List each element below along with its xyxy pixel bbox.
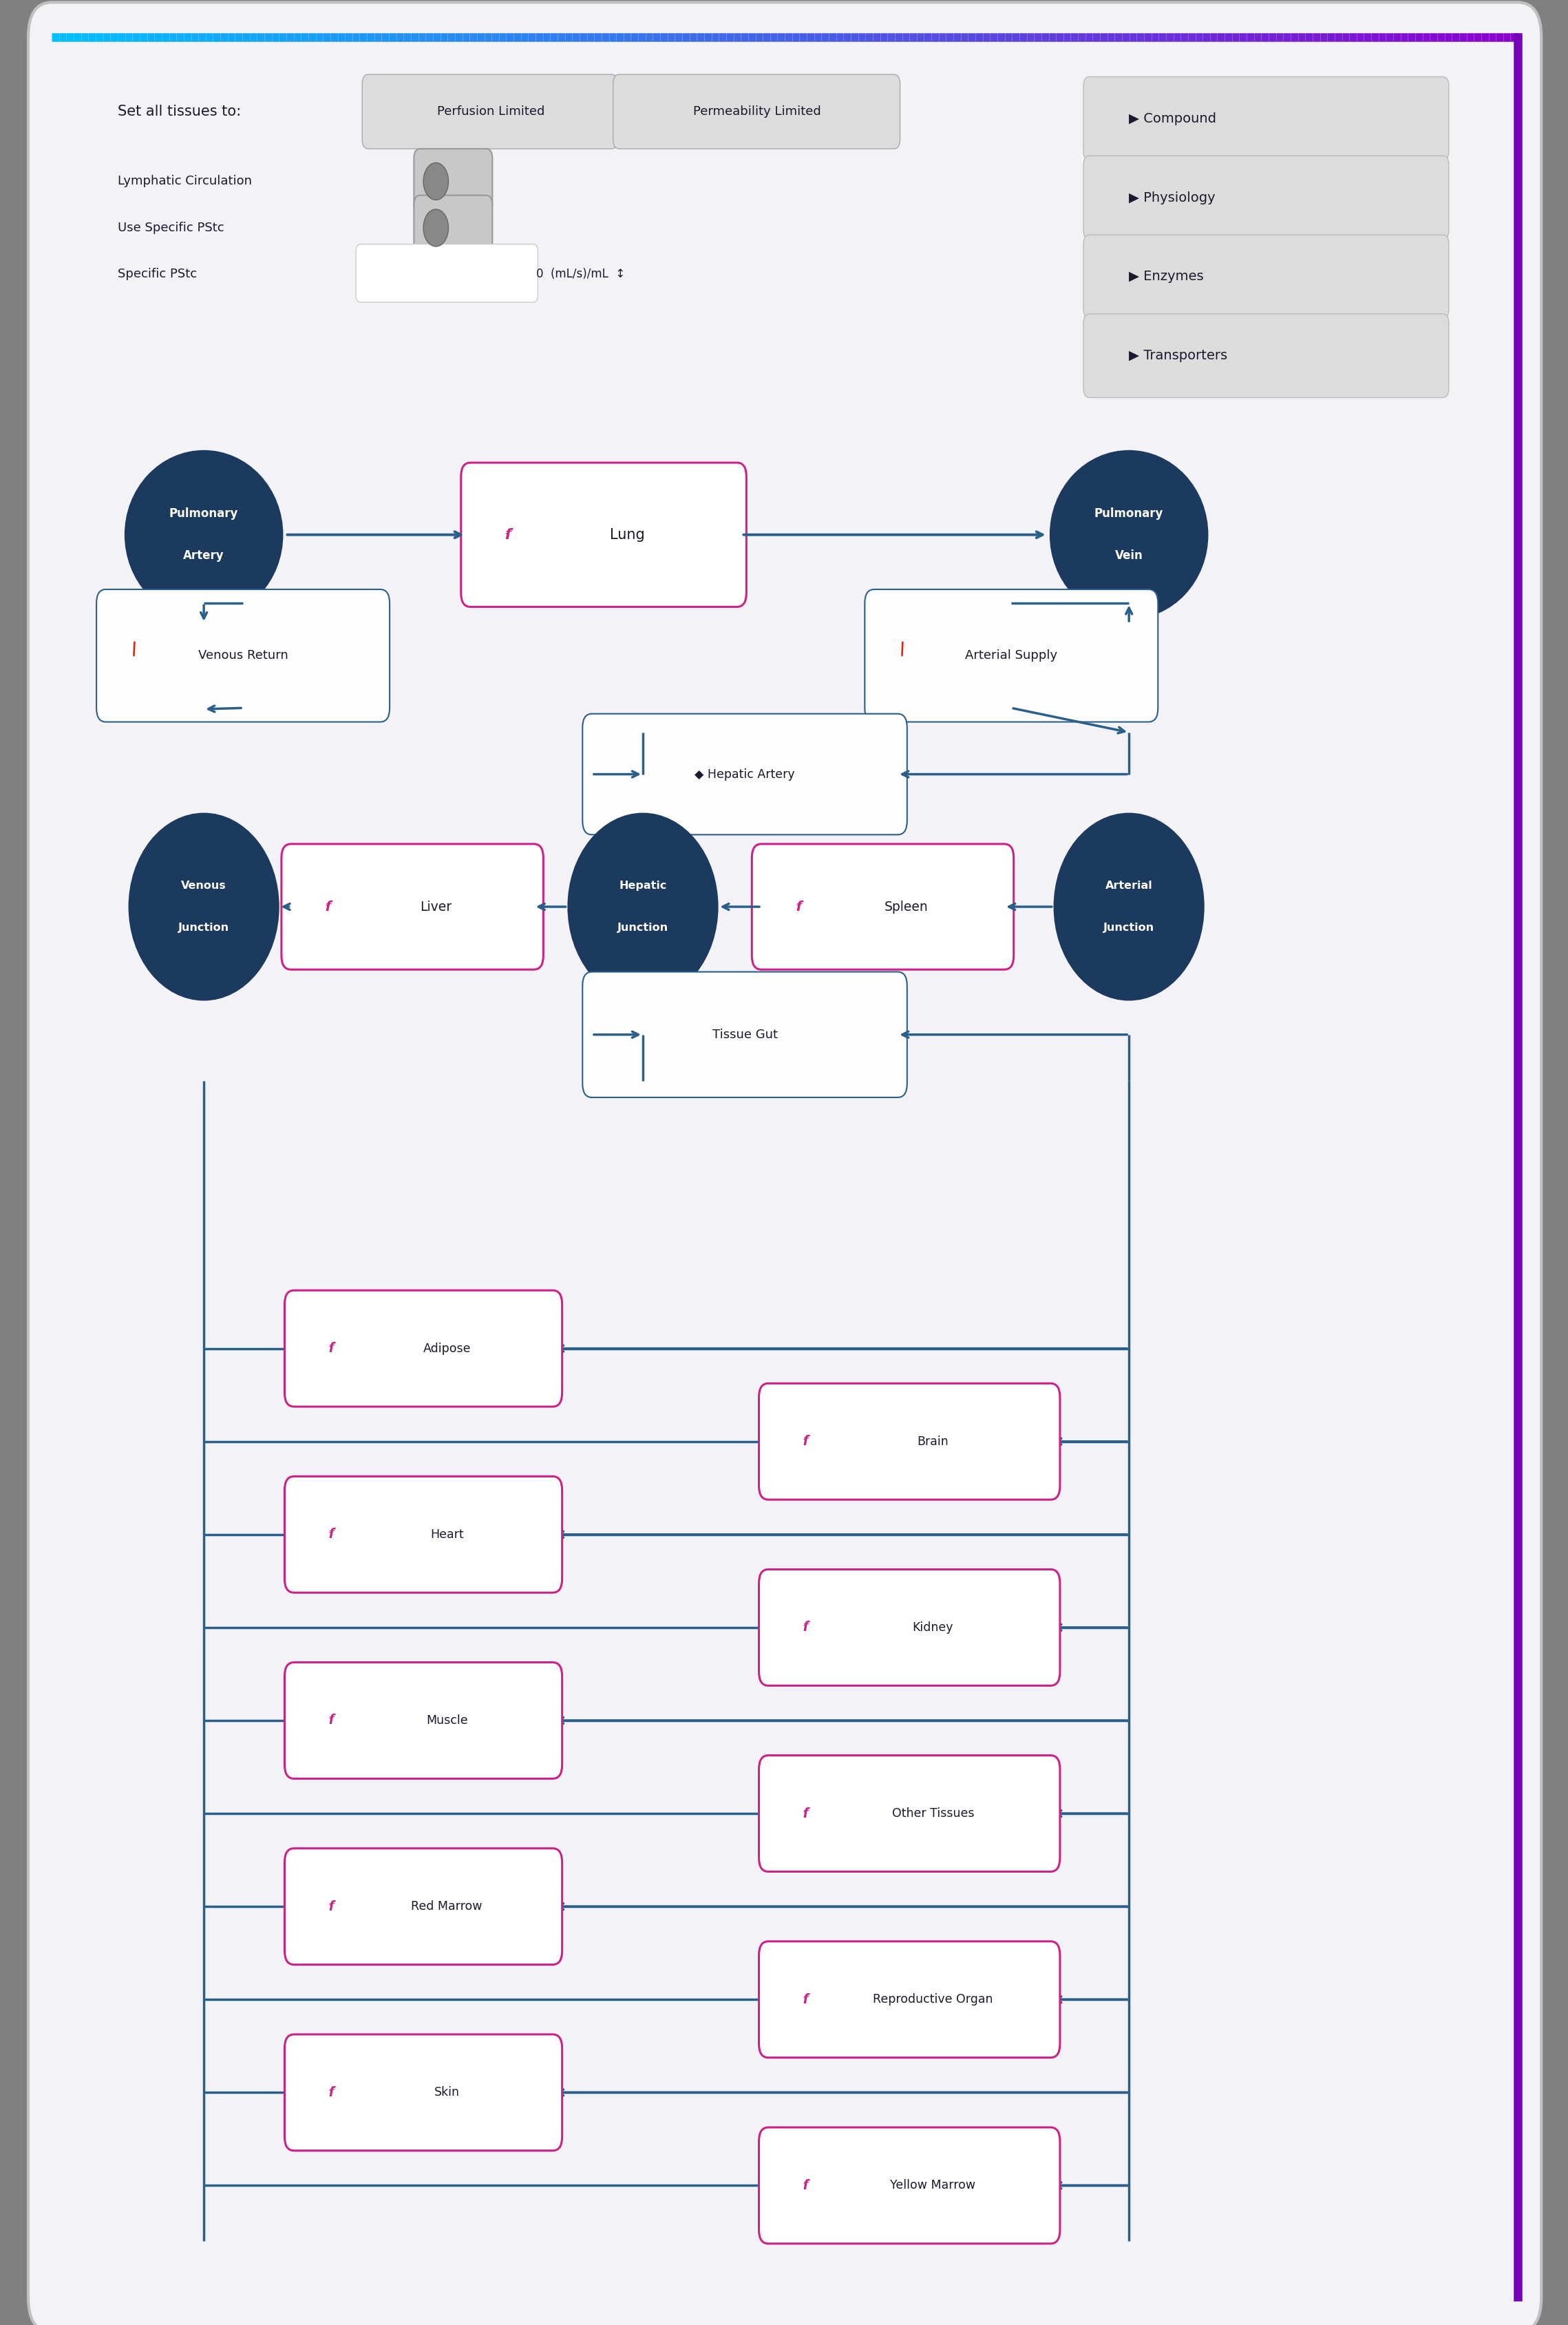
Text: ẝ: ẝ <box>326 900 331 914</box>
Text: Use Specific PStc: Use Specific PStc <box>118 221 224 235</box>
Text: Arterial Supply: Arterial Supply <box>966 649 1057 663</box>
Ellipse shape <box>1054 814 1203 1000</box>
Text: ▶ Compound: ▶ Compound <box>1129 112 1217 126</box>
Text: ẝ: ẝ <box>803 2179 809 2192</box>
Text: ẝ: ẝ <box>329 2086 334 2099</box>
Text: Lung: Lung <box>610 528 644 542</box>
Text: Venous Return: Venous Return <box>198 649 289 663</box>
Ellipse shape <box>1051 451 1207 618</box>
FancyBboxPatch shape <box>751 844 1013 970</box>
FancyBboxPatch shape <box>284 1662 561 1779</box>
Text: Muscle: Muscle <box>426 1714 467 1727</box>
Text: Artery: Artery <box>183 549 224 563</box>
Ellipse shape <box>423 209 448 246</box>
Text: ẝ: ẝ <box>329 1714 334 1727</box>
Text: Brain: Brain <box>917 1435 949 1448</box>
Ellipse shape <box>423 163 448 200</box>
FancyBboxPatch shape <box>284 1476 561 1593</box>
Text: Specific PStc: Specific PStc <box>118 267 198 281</box>
FancyBboxPatch shape <box>28 2 1541 2325</box>
Text: Set all tissues to:: Set all tissues to: <box>118 105 241 119</box>
Text: ▶ Physiology: ▶ Physiology <box>1129 191 1215 205</box>
Ellipse shape <box>568 814 717 1000</box>
Text: 0  (mL/s)/mL  ↕: 0 (mL/s)/mL ↕ <box>536 267 626 281</box>
Text: Reproductive Organ: Reproductive Organ <box>873 1993 993 2006</box>
Text: Junction: Junction <box>1104 923 1154 932</box>
FancyBboxPatch shape <box>864 591 1157 721</box>
Text: Vein: Vein <box>1115 549 1143 563</box>
Ellipse shape <box>125 451 282 618</box>
Text: Skin: Skin <box>434 2086 459 2099</box>
Text: Hepatic: Hepatic <box>619 881 666 890</box>
FancyBboxPatch shape <box>284 1848 561 1965</box>
Text: Venous: Venous <box>182 881 226 890</box>
FancyBboxPatch shape <box>759 1569 1060 1686</box>
Text: ▶ Transporters: ▶ Transporters <box>1129 349 1228 363</box>
Text: Junction: Junction <box>618 923 668 932</box>
Text: Junction: Junction <box>179 923 229 932</box>
Text: Liver: Liver <box>420 900 452 914</box>
FancyBboxPatch shape <box>613 74 900 149</box>
Text: ẝ: ẝ <box>329 1900 334 1913</box>
Text: \: \ <box>129 639 140 658</box>
FancyBboxPatch shape <box>759 2127 1060 2244</box>
FancyBboxPatch shape <box>284 1290 561 1407</box>
Text: Tissue Gut: Tissue Gut <box>712 1028 778 1042</box>
Text: Pulmonary: Pulmonary <box>169 507 238 521</box>
Ellipse shape <box>129 814 278 1000</box>
Text: Permeability Limited: Permeability Limited <box>693 105 822 119</box>
Text: Red Marrow: Red Marrow <box>411 1900 483 1913</box>
Text: Heart: Heart <box>430 1528 464 1541</box>
Text: ẝ: ẝ <box>329 1342 334 1355</box>
FancyBboxPatch shape <box>461 463 746 607</box>
FancyBboxPatch shape <box>1083 235 1449 319</box>
Text: ◆ Hepatic Artery: ◆ Hepatic Artery <box>695 767 795 781</box>
FancyBboxPatch shape <box>582 714 906 835</box>
FancyBboxPatch shape <box>1083 156 1449 239</box>
Text: ẝ: ẝ <box>803 1435 809 1448</box>
Text: Spleen: Spleen <box>884 900 928 914</box>
Text: Yellow Marrow: Yellow Marrow <box>891 2179 975 2192</box>
FancyBboxPatch shape <box>96 591 389 721</box>
Text: Adipose: Adipose <box>423 1342 470 1355</box>
Text: ▶ Enzymes: ▶ Enzymes <box>1129 270 1204 284</box>
Text: ẝ: ẝ <box>803 1993 809 2006</box>
FancyBboxPatch shape <box>582 972 906 1097</box>
Text: ẝ: ẝ <box>329 1528 334 1541</box>
Text: Perfusion Limited: Perfusion Limited <box>437 105 544 119</box>
Text: ẝ: ẝ <box>505 528 511 542</box>
FancyBboxPatch shape <box>1083 77 1449 160</box>
Text: Arterial: Arterial <box>1105 881 1152 890</box>
FancyBboxPatch shape <box>759 1755 1060 1872</box>
Text: Pulmonary: Pulmonary <box>1094 507 1163 521</box>
FancyBboxPatch shape <box>414 195 492 260</box>
FancyBboxPatch shape <box>284 2034 561 2151</box>
Text: ẝ: ẝ <box>803 1807 809 1820</box>
FancyBboxPatch shape <box>414 149 492 214</box>
FancyBboxPatch shape <box>281 844 543 970</box>
FancyBboxPatch shape <box>759 1941 1060 2058</box>
Text: Kidney: Kidney <box>913 1621 953 1634</box>
Text: Lymphatic Circulation: Lymphatic Circulation <box>118 174 252 188</box>
Text: ẝ: ẝ <box>803 1621 809 1634</box>
Text: \: \ <box>897 639 908 658</box>
FancyBboxPatch shape <box>356 244 538 302</box>
FancyBboxPatch shape <box>759 1383 1060 1500</box>
FancyBboxPatch shape <box>362 74 618 149</box>
FancyBboxPatch shape <box>1083 314 1449 398</box>
Text: ẝ: ẝ <box>797 900 801 914</box>
Text: Other Tissues: Other Tissues <box>892 1807 974 1820</box>
